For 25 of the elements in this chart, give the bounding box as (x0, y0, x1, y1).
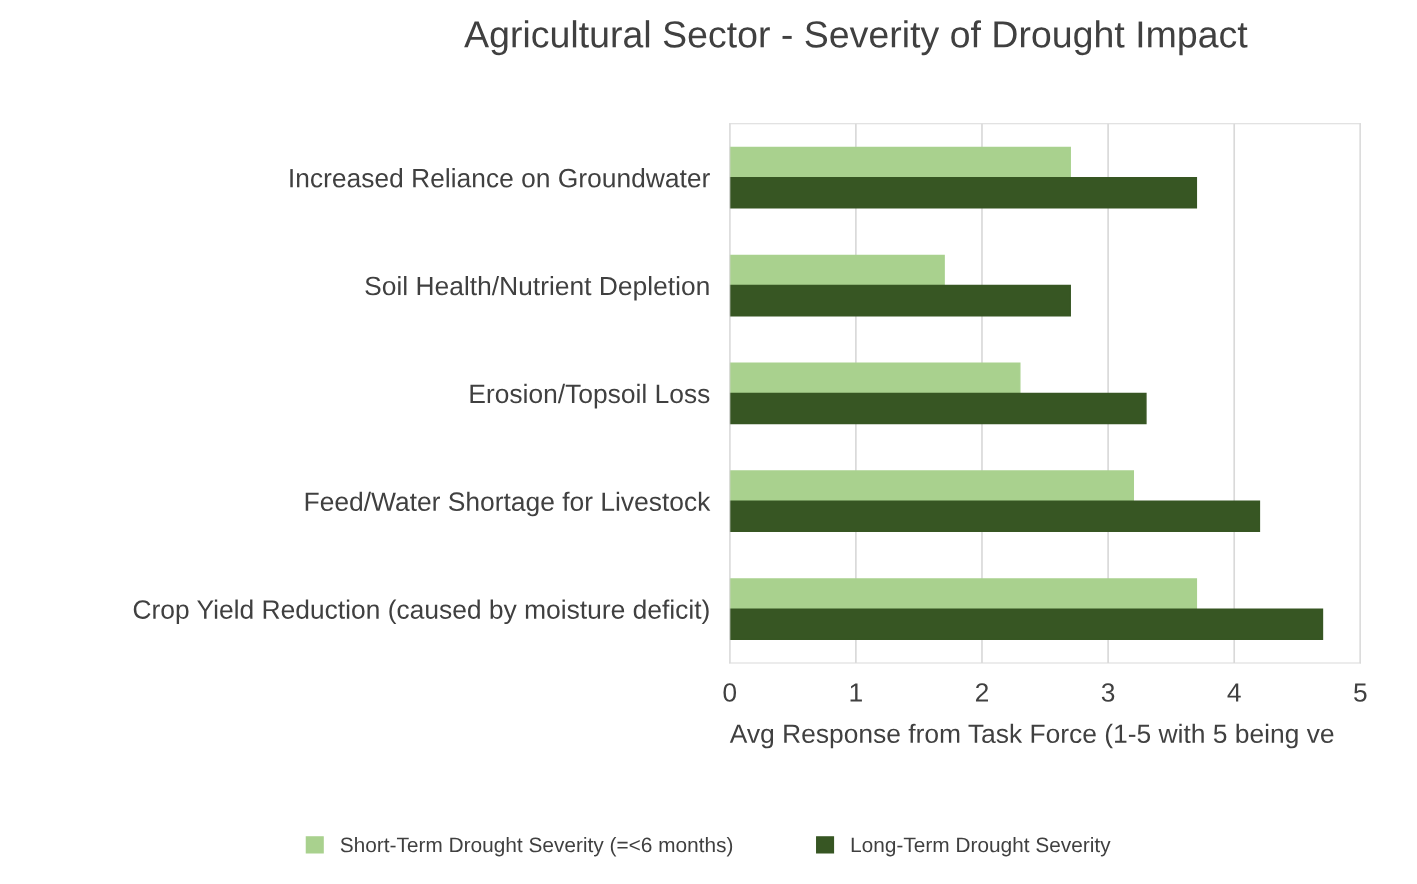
y-tick-label: Soil Health/Nutrient Depletion (365, 275, 709, 301)
y-tick-label: Erosion/Topsoil Loss (470, 383, 710, 409)
legend-label: Short-Term Drought Severity (=<6 months) (340, 836, 733, 857)
bar (729, 176, 1198, 209)
x-axis-title: Avg Response from Task Force (1-5 with 5 being ve (729, 723, 1334, 749)
bar (729, 392, 1147, 425)
bar (729, 470, 1135, 502)
bar (729, 284, 1071, 317)
bar (729, 362, 1021, 395)
x-tick-label: 0 (723, 683, 737, 702)
y-tick-label: Crop Yield Reduction (caused by moisture deficit) (133, 599, 709, 625)
x-tick-label: 1 (850, 683, 862, 702)
bar (729, 254, 945, 287)
y-tick-label: Feed/Water Shortage for Livestock (305, 491, 711, 517)
x-tick-label: 4 (1227, 683, 1241, 702)
bar (729, 500, 1261, 533)
x-tick-label: 2 (975, 683, 988, 702)
chart-title: Agricultural Sector - Severity of Drought Impact (464, 20, 1248, 56)
bar (729, 608, 1324, 640)
y-tick-label: Increased Reliance on Groundwater (290, 168, 710, 188)
x-tick-label: 5 (1354, 683, 1367, 702)
legend-label: Long-Term Drought Severity (851, 836, 1111, 857)
bar (729, 578, 1198, 610)
bar (729, 146, 1071, 179)
x-tick-label: 3 (1101, 683, 1115, 702)
